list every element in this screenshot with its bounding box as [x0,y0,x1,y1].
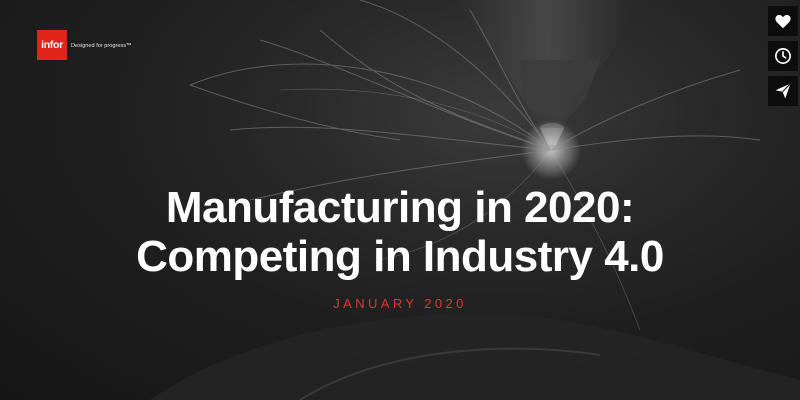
logo-tagline: Designed for progress™ [71,43,132,49]
slide-date: JANUARY 2020 [333,296,467,311]
slide-title-line-1: Manufacturing in 2020: [165,183,635,232]
heart-icon [775,14,791,29]
share-button[interactable] [768,76,798,106]
watch-later-button[interactable] [768,41,798,71]
slide-title-line-2: Competing in Industry 4.0 [136,232,664,281]
side-action-rail [768,6,800,111]
logo-wordmark: infor [37,30,67,60]
like-button[interactable] [768,6,798,36]
clock-icon [775,48,791,64]
send-icon [775,83,791,99]
infor-logo: infor Designed for progress™ [37,30,132,60]
slide-title: Manufacturing in 2020: Competing in Indu… [0,183,800,281]
